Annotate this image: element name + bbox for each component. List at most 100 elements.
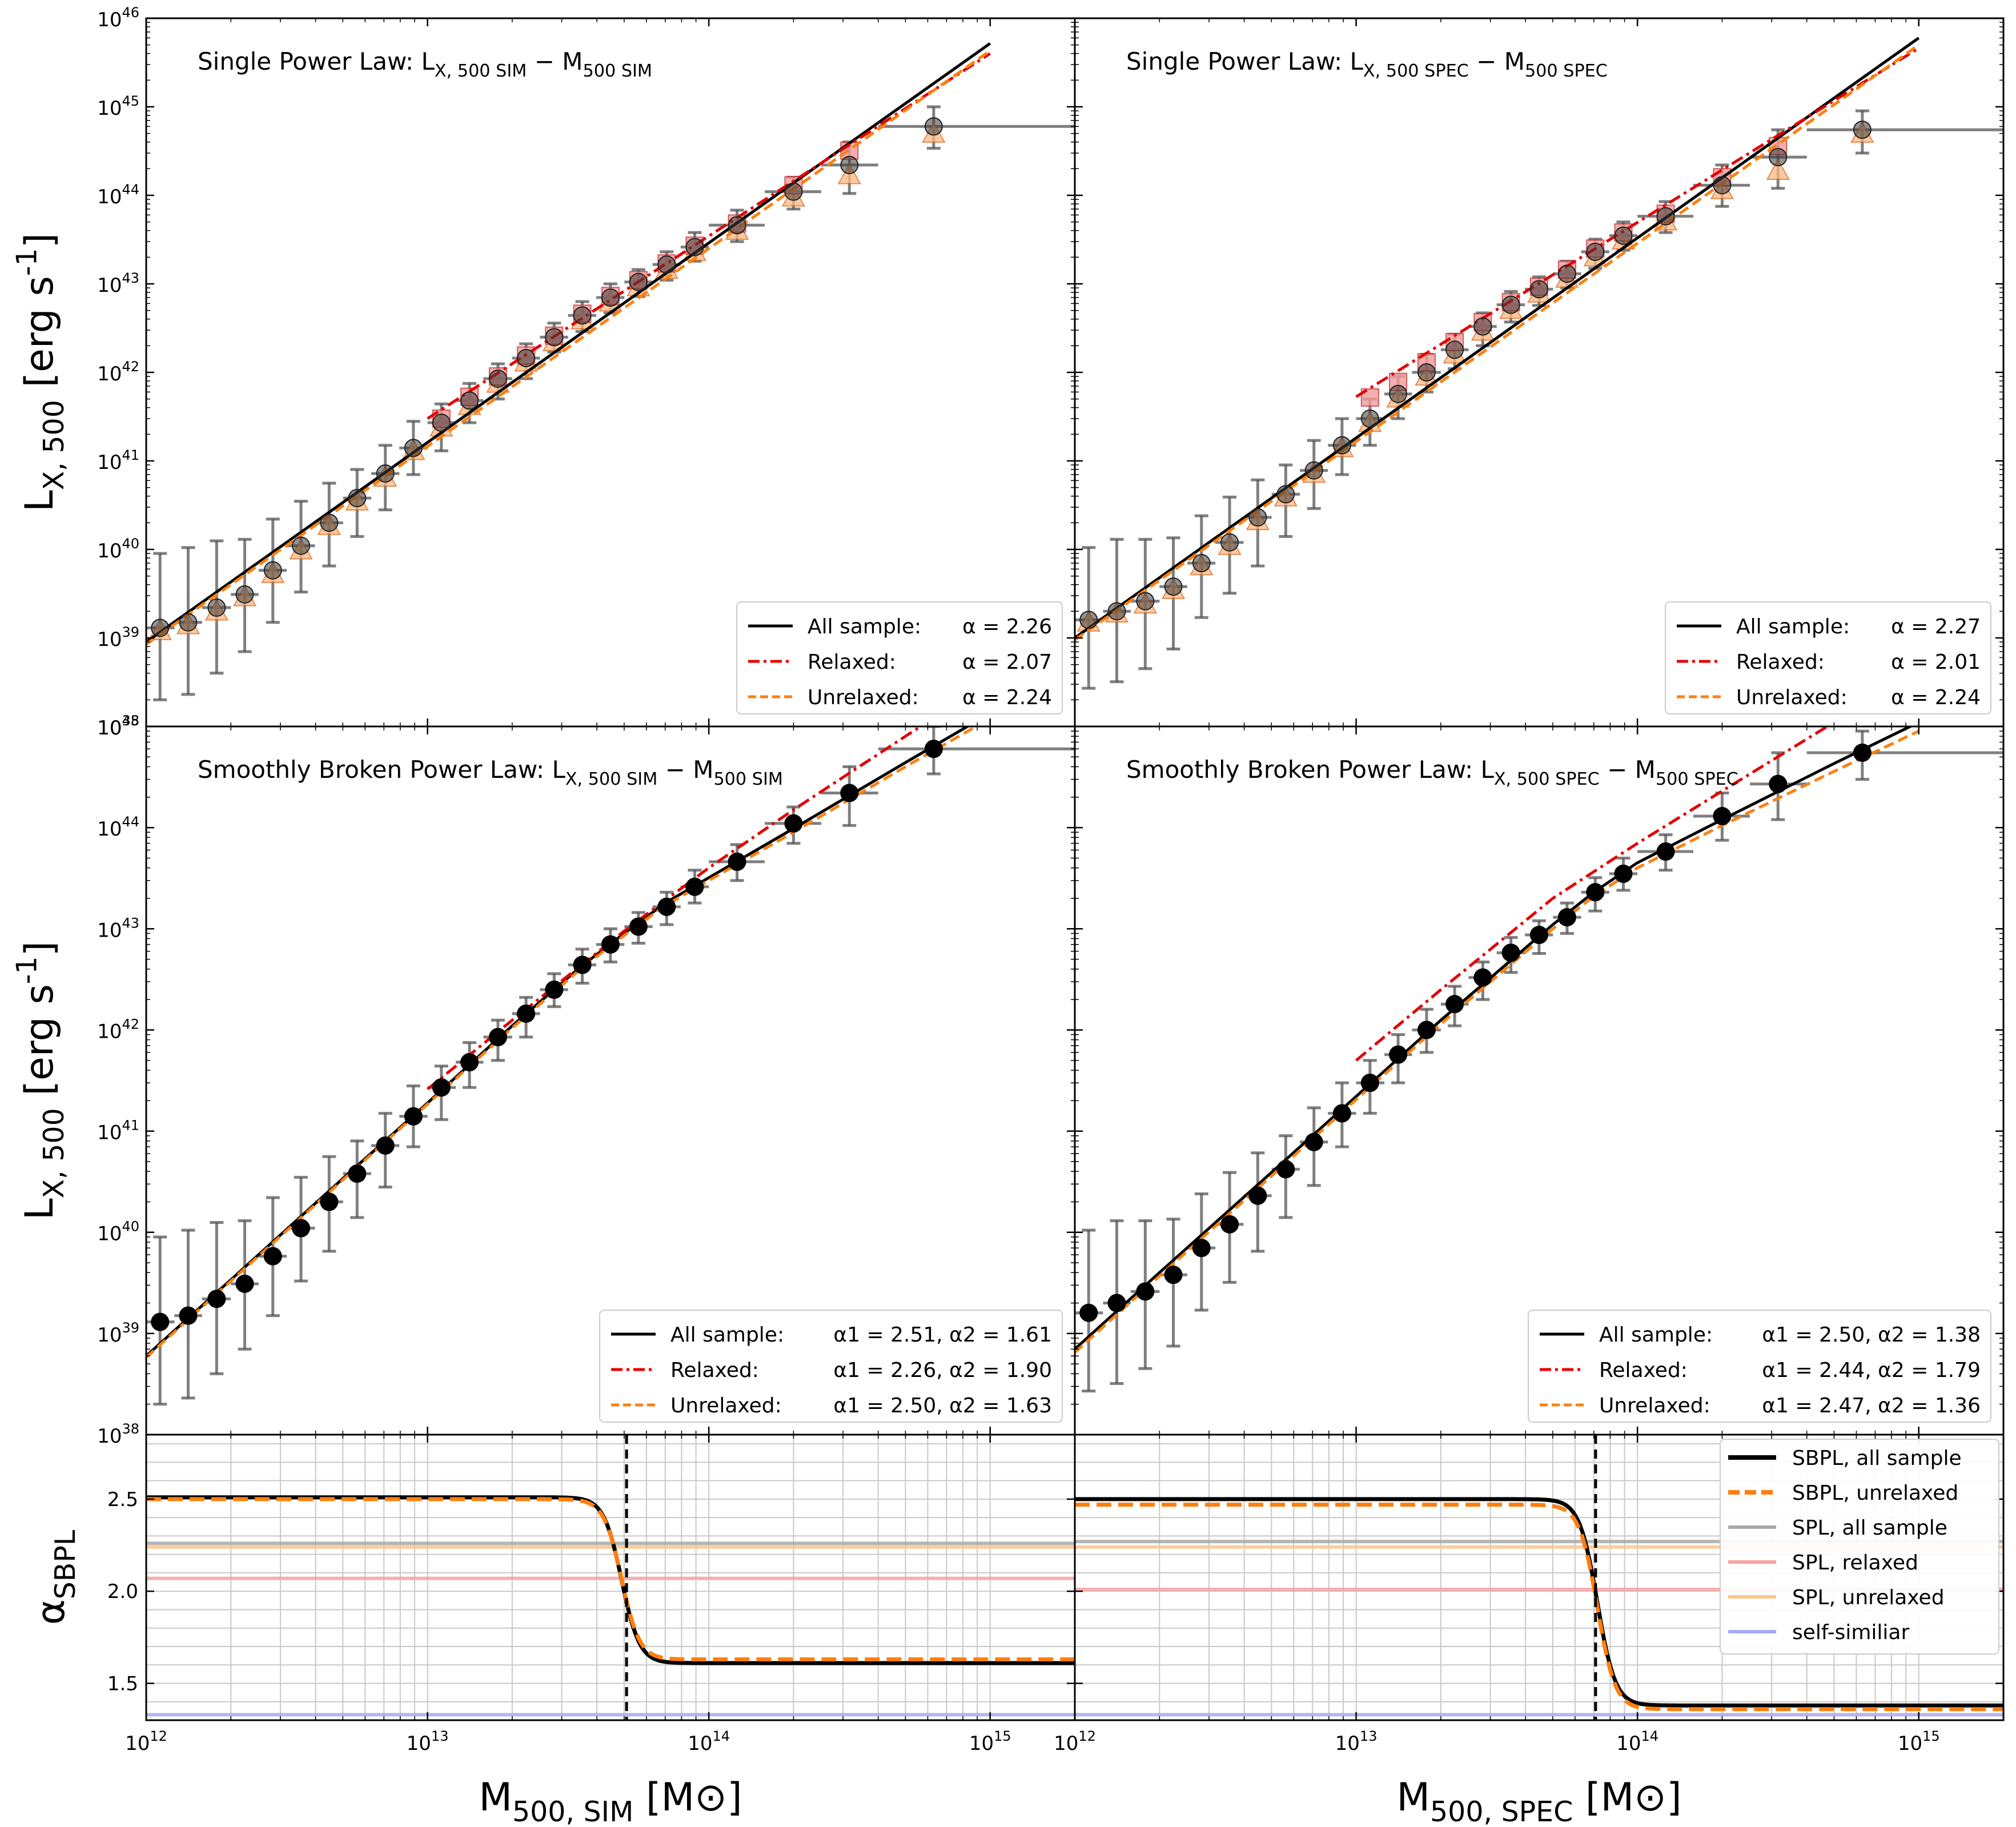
all-sample-point: [629, 917, 648, 936]
all-sample-point: [657, 255, 676, 274]
errorbars: [1075, 729, 2003, 1393]
y-tick-label: 1044: [97, 814, 139, 841]
y-tick-label: 1038: [97, 1421, 139, 1448]
all-sample-point: [1853, 743, 1872, 762]
all-sample-point: [601, 935, 620, 954]
legend-label: Unrelaxed:: [1736, 686, 1848, 709]
fit-line-relaxed: [1355, 726, 1830, 1062]
all-sample-point: [573, 955, 592, 974]
all-sample-point: [263, 1247, 282, 1266]
plot-area: [146, 726, 1075, 1406]
all-sample-point: [1769, 148, 1788, 167]
all-sample-point: [1389, 1045, 1408, 1064]
fit-line-relaxed: [427, 52, 991, 420]
all-sample-point: [840, 784, 859, 802]
all-sample-point: [320, 513, 339, 532]
all-sample-point: [784, 814, 803, 833]
y-tick-label: 1039: [97, 1320, 139, 1347]
all-sample-point: [1192, 554, 1211, 573]
plot-area: [1075, 1435, 2003, 1720]
all-sample-point: [1586, 242, 1605, 261]
x-tick-label: 1013: [407, 1728, 449, 1755]
panel-spl-spec: Single Power Law: LX, 500 SPEC − M500 SP…: [1074, 17, 2005, 728]
panel-title: Smoothly Broken Power Law: LX, 500 SIM −…: [198, 756, 783, 789]
y-tick-label: 1041: [97, 447, 139, 474]
all-sample-point: [1586, 883, 1605, 902]
all-sample-point: [1417, 1021, 1436, 1039]
legend-label: self-similiar: [1792, 1621, 1909, 1644]
all-sample-point: [1713, 806, 1732, 825]
legend-label: Relaxed:: [808, 651, 896, 674]
all-sample-point: [320, 1192, 339, 1211]
legend-param: α = 2.26: [962, 615, 1052, 639]
legend-box: [1665, 601, 1991, 714]
all-sample-point: [1332, 436, 1351, 455]
all-sample-point: [1276, 1160, 1295, 1179]
all-sample-point: [1304, 1133, 1323, 1151]
legend-param: α = 2.24: [962, 686, 1052, 709]
fit-line-unrelaxed: [1075, 43, 1920, 641]
all-sample-point: [728, 852, 746, 871]
x-tick-label: 1015: [1898, 1728, 1940, 1755]
legend-label: SBPL, all sample: [1792, 1447, 1962, 1470]
all-sample-point: [1079, 1303, 1098, 1322]
all-sample-point: [1656, 842, 1675, 861]
all-sample-point: [1248, 1186, 1267, 1205]
all-sample-point: [1769, 774, 1788, 793]
y-tick-label: 1040: [97, 1219, 139, 1246]
curve-sbpl-unrelaxed: [1075, 1503, 2003, 1712]
all-sample-point: [629, 272, 648, 291]
legend-label: Relaxed:: [670, 1359, 759, 1382]
legend-param: α = 2.07: [962, 651, 1052, 674]
y-tick-label: 1040: [97, 536, 139, 563]
legend-label: All sample:: [1736, 615, 1850, 639]
legend: All sample: α = 2.26 Relaxed: α = 2.07 Unrel…: [736, 601, 1063, 714]
all-sample-point: [292, 1219, 311, 1238]
y-tick-label: 1041: [97, 1118, 139, 1145]
legend: All sample: α = 2.27 Relaxed: α = 2.01 Unrel…: [1665, 601, 1991, 714]
all-sample-point: [1192, 1239, 1211, 1258]
legend: All sample: α1 = 2.50, α2 = 1.38 Relaxed: α…: [1528, 1310, 1991, 1423]
all-sample-point: [404, 439, 423, 457]
all-sample-point: [488, 1027, 507, 1046]
legend-label: SPL, all sample: [1792, 1516, 1947, 1540]
legend-label: Relaxed:: [1599, 1359, 1688, 1382]
y-axis-label: LX, 500 [erg s-1]: [10, 233, 70, 512]
all-sample-point: [784, 182, 803, 201]
all-sample-point: [1276, 485, 1295, 504]
all-sample-point: [1220, 1215, 1239, 1234]
legend-label: All sample:: [1599, 1323, 1713, 1347]
all-sample-point: [1557, 908, 1576, 927]
all-sample-point: [1501, 943, 1520, 962]
all-sample-point: [1136, 1282, 1155, 1301]
legend-label: Relaxed:: [1736, 651, 1825, 674]
y-tick-label: 2.0: [107, 1580, 138, 1603]
all-sample-point: [376, 464, 395, 483]
all-sample-point: [1248, 508, 1267, 527]
legend: All sample: α1 = 2.51, α2 = 1.61 Relaxed: α…: [599, 1310, 1063, 1423]
all-sample-point: [1614, 864, 1633, 883]
legend-param: α1 = 2.47, α2 = 1.36: [1762, 1394, 1981, 1418]
panel-alpha-spec: SBPL, all sample SBPL, unrelaxed SPL, all …: [1074, 1434, 2005, 1721]
legend-param: α = 2.01: [1891, 651, 1981, 674]
legend-label: All sample:: [808, 615, 921, 639]
all-sample-point: [348, 1165, 367, 1183]
all-sample-point: [235, 1274, 254, 1293]
all-sample-point: [685, 877, 704, 896]
curve-sbpl-all-sample: [1075, 1497, 2003, 1708]
legend-box: [1720, 1439, 1999, 1655]
x-tick-label: 1013: [1335, 1728, 1378, 1755]
all-sample-point: [263, 561, 282, 580]
y-tick-label: 1042: [97, 1016, 139, 1043]
y-tick-label: 1044: [97, 182, 139, 208]
all-sample-point: [1107, 602, 1126, 621]
all-sample-point: [1360, 1074, 1379, 1093]
all-sample-point: [924, 117, 943, 136]
all-sample-point: [1501, 295, 1520, 314]
legend-param: α = 2.27: [1891, 615, 1981, 639]
all-sample-point: [573, 306, 592, 325]
legend-param: α1 = 2.50, α2 = 1.38: [1762, 1323, 1981, 1347]
all-sample-point: [1107, 1294, 1126, 1312]
legend: SBPL, all sample SBPL, unrelaxed SPL, all …: [1720, 1439, 1999, 1655]
x-tick-label: 1014: [688, 1728, 730, 1755]
